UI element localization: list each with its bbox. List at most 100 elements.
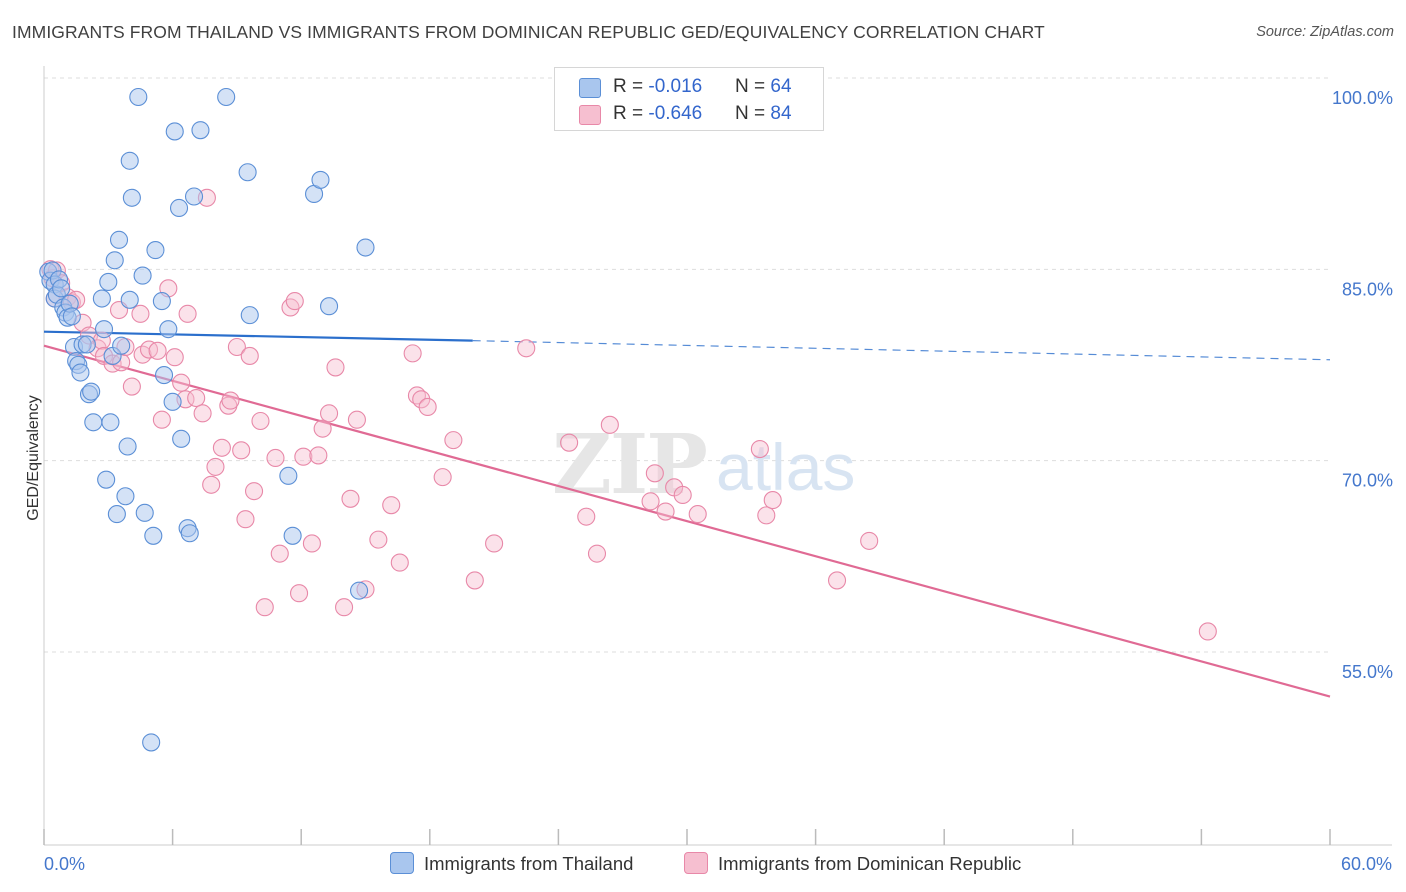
stats-legend: R = -0.016 N = 64 R = -0.646 N = 84 [554,67,824,131]
point-dominican [313,419,332,438]
point-dominican [172,373,191,392]
legend-row-dominican: R = -0.646 N = 84 [555,101,823,129]
point-dominican [240,346,259,365]
point-thailand [129,87,148,107]
watermark-atlas: atlas [716,430,855,504]
bottom-legend-label-thailand: Immigrants from Thailand [424,853,634,874]
point-dominican [600,415,619,434]
grid-layer [44,77,1330,653]
point-dominican [326,358,345,377]
legend-n-label: N = [735,76,771,97]
point-dominican [757,506,776,525]
point-dominican [206,457,225,476]
point-dominican [202,475,221,494]
bottom-legend-thailand[interactable]: Immigrants from Thailand [390,852,633,875]
point-dominican [244,482,264,501]
axis-layer: 55.0% 70.0% 85.0% 100.0% [43,66,1393,846]
chart-source: Source: ZipAtlas.com [1256,24,1394,40]
x-tick-label-max: 60.0% [1341,854,1392,874]
x-tick-label-min: 0.0% [44,854,85,874]
legend-r-value-thailand: -0.016 [648,76,703,97]
point-dominican [320,404,339,423]
point-dominican [131,304,150,323]
point-thailand [122,188,141,207]
point-dominican [255,598,274,617]
point-dominican [750,440,769,459]
point-dominican [412,390,431,409]
point-thailand [116,487,135,506]
point-thailand [52,279,71,298]
point-thailand [240,306,259,325]
point-thailand [350,581,369,600]
watermark: ZIP atlas [552,417,855,513]
point-dominican [266,448,285,468]
point-dominican [369,530,388,549]
points-layer [39,87,1217,752]
point-thailand [279,466,298,485]
point-dominican [212,438,231,457]
point-thailand [152,292,171,311]
point-thailand [71,363,90,382]
bottom-legend-label-dominican: Immigrants from Dominican Republic [718,853,1022,874]
watermark-zip: ZIP [552,417,706,513]
bottom-legend-swatch-dominican [684,852,708,874]
legend-r-label: R = [613,76,649,97]
point-thailand [97,470,116,489]
point-thailand [283,526,302,545]
point-dominican [444,431,463,450]
point-dominican [309,446,328,465]
point-thailand [118,437,137,456]
point-thailand [109,230,129,249]
point-dominican [1198,622,1217,641]
point-thailand [62,307,81,326]
bottom-legend-swatch-thailand [390,852,414,874]
point-thailand [82,382,101,401]
point-thailand [120,290,139,309]
point-dominican [560,433,579,452]
point-thailand [154,366,174,385]
point-dominican [232,441,251,460]
point-dominican [285,292,304,311]
point-dominican [347,410,366,429]
point-thailand [169,198,189,218]
trend-line-dominican [43,344,1331,698]
trend-line-thailand [43,330,473,342]
legend-n-value-dominican: 84 [770,103,792,124]
point-thailand [120,151,139,170]
trend-layer [43,330,1331,698]
point-thailand [320,297,339,316]
point-thailand [107,505,126,524]
legend-n-label: N = [735,103,771,124]
y-tick-label: 100.0% [1332,88,1393,108]
point-thailand [101,413,120,432]
point-dominican [577,507,596,526]
point-dominican [341,489,360,508]
point-dominican [763,491,782,510]
point-dominican [302,534,321,553]
point-thailand [165,122,184,141]
point-dominican [122,377,141,396]
point-dominican [641,492,660,511]
point-thailand [311,170,330,189]
point-dominican [673,485,692,505]
bottom-legend-dominican[interactable]: Immigrants from Dominican Republic [684,852,1021,875]
point-thailand [144,526,163,545]
point-dominican [270,544,289,563]
point-thailand [191,121,210,140]
point-dominican [465,571,484,590]
point-thailand [172,429,191,448]
point-dominican [418,397,437,417]
point-dominican [290,584,309,603]
point-thailand [94,320,114,339]
legend-swatch-dominican [579,105,601,125]
point-dominican [656,502,675,521]
point-thailand [238,163,257,182]
point-dominican [688,505,707,524]
legend-n-value-thailand: 64 [770,76,792,97]
point-thailand [356,238,375,257]
point-dominican [587,544,607,563]
point-thailand [112,336,131,355]
point-dominican [152,410,171,429]
point-dominican [860,531,879,550]
legend-r-label: R = [613,103,649,124]
